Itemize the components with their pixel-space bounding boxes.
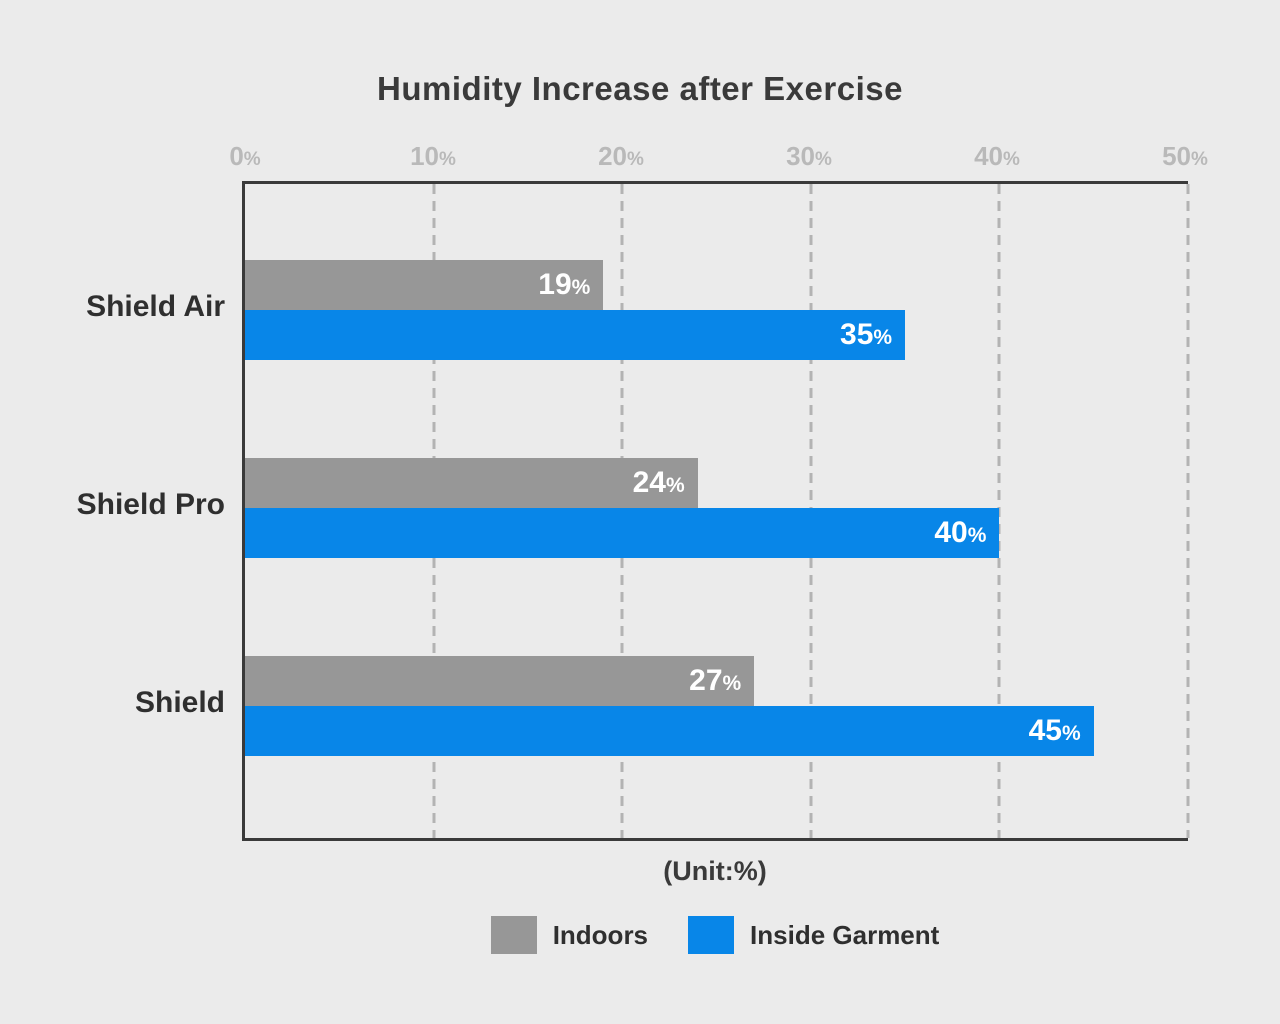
value-text: 30%	[786, 141, 832, 171]
bar-value-label: 27%	[689, 664, 741, 698]
gridline	[1186, 184, 1190, 838]
legend: Indoors Inside Garment	[242, 916, 1188, 954]
percent-sign: %	[439, 149, 456, 170]
bar-value-label: 35%	[840, 318, 892, 352]
chart-title: Humidity Increase after Exercise	[377, 70, 903, 107]
value-text: 0%	[229, 141, 261, 171]
value-text: 50%	[1162, 141, 1208, 171]
bar-value-label: 19%	[538, 268, 590, 302]
bar-inside-garment: 45%	[245, 706, 1094, 756]
x-tick: 20%	[598, 141, 644, 172]
percent-sign: %	[1191, 149, 1208, 170]
legend-label: Indoors	[552, 919, 649, 950]
legend-swatch-indoors	[490, 916, 537, 954]
percent-sign: %	[627, 149, 644, 170]
value-text: 45%	[1028, 714, 1081, 747]
percent-sign: %	[873, 326, 893, 349]
legend-label: Inside Garment	[750, 919, 940, 950]
percent-sign: %	[243, 149, 261, 170]
x-axis-ticks: 0% 10% 20% 30% 40% 50%	[229, 141, 1208, 173]
percent-sign: %	[571, 276, 591, 299]
y-axis-label-shield: Shield	[134, 686, 225, 719]
legend-item-indoors: Indoors	[490, 916, 649, 954]
bar-indoors: 19%	[245, 260, 604, 310]
bar-inside-garment: 35%	[245, 310, 906, 360]
bar-value-label: 24%	[633, 466, 685, 500]
x-tick: 30%	[786, 141, 832, 172]
percent-sign: %	[1062, 722, 1081, 745]
value-text: 19%	[538, 268, 591, 301]
bar-value-label: 40%	[934, 516, 986, 550]
percent-sign: %	[967, 524, 987, 547]
unit-label: (Unit:%)	[663, 856, 767, 886]
legend-swatch-inside-garment	[688, 916, 735, 954]
percent-sign: %	[722, 672, 742, 695]
value-text: 35%	[840, 318, 893, 351]
value-text: 40%	[974, 141, 1020, 171]
value-text: 24%	[632, 466, 685, 499]
y-axis-labels: Shield Air Shield Pro Shield	[0, 181, 225, 841]
gridline	[997, 184, 1001, 838]
bar-value-label: 45%	[1029, 714, 1081, 748]
x-tick: 10%	[410, 141, 456, 172]
y-axis-label-shield-air: Shield Air	[86, 290, 225, 323]
percent-sign: %	[1003, 149, 1020, 170]
x-tick: 40%	[974, 141, 1020, 172]
x-tick: 50%	[1162, 141, 1208, 172]
bar-inside-garment: 40%	[245, 508, 1000, 558]
x-tick: 0%	[229, 141, 260, 172]
value-text: 40%	[934, 516, 987, 549]
legend-item-inside-garment: Inside Garment	[688, 916, 939, 954]
percent-sign: %	[665, 474, 685, 497]
bar-indoors: 27%	[245, 656, 755, 706]
value-text: 10%	[410, 141, 456, 171]
plot-area: 19% 35% 24% 40% 27% 45%	[242, 181, 1190, 841]
percent-sign: %	[815, 149, 832, 170]
y-axis-label-shield-pro: Shield Pro	[76, 488, 225, 521]
value-text: 20%	[598, 141, 644, 171]
bar-indoors: 24%	[245, 458, 698, 508]
value-text: 27%	[689, 664, 742, 697]
